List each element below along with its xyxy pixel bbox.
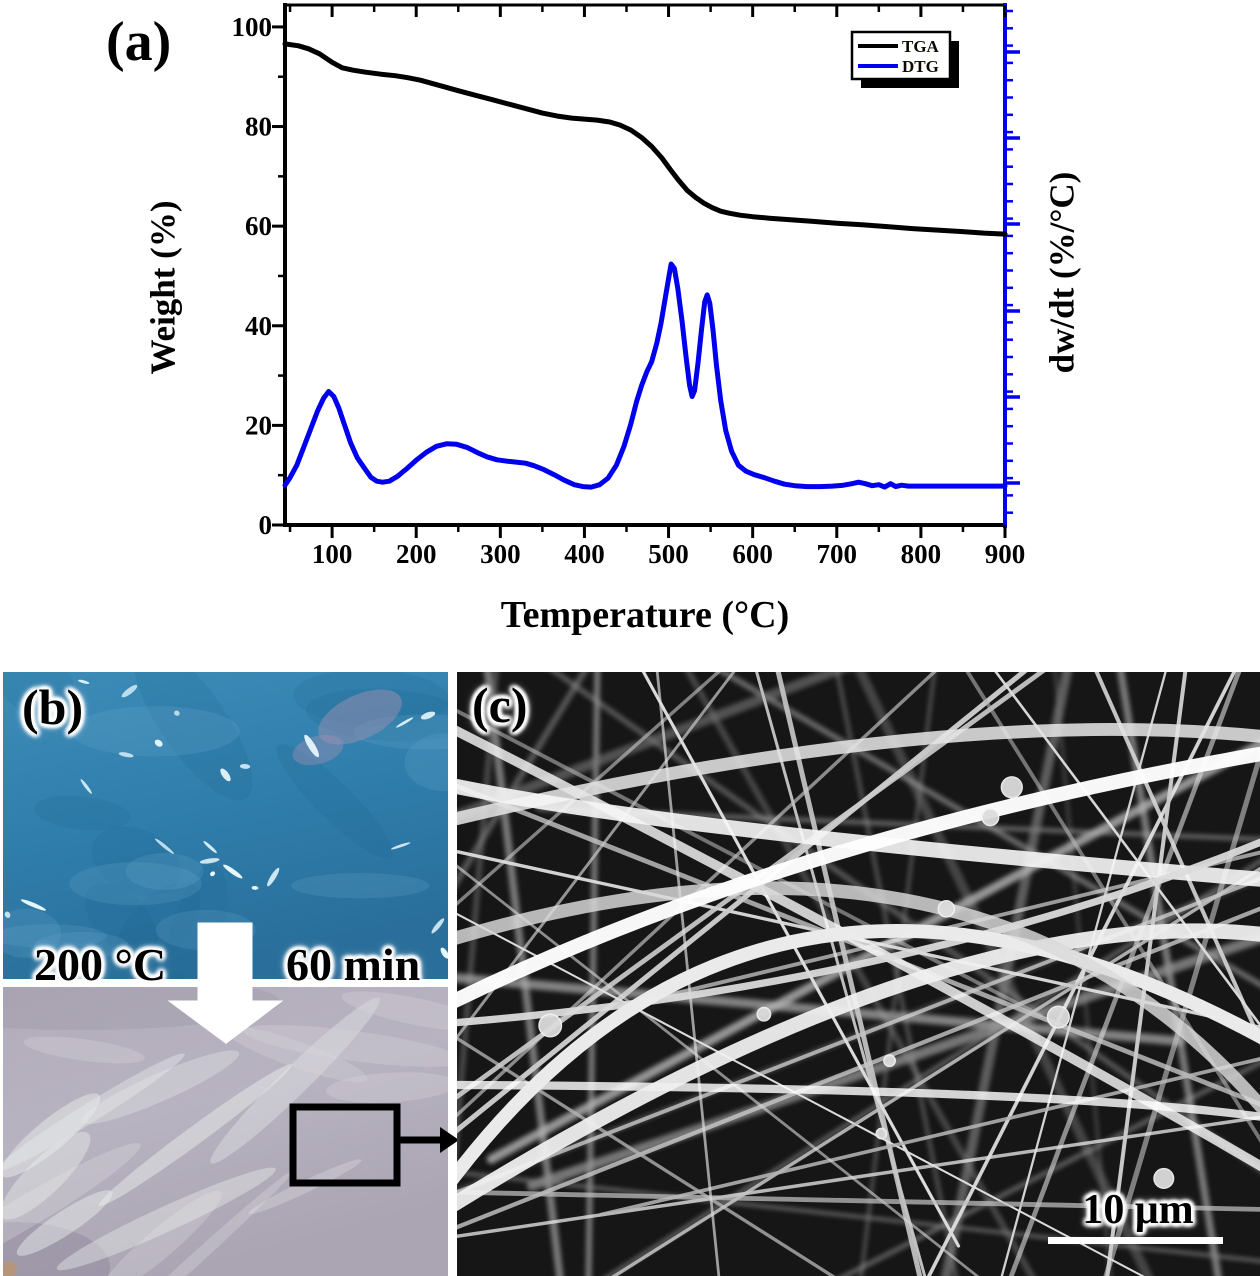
fiber-bead [883,1054,896,1068]
x-axis-ticks: 100 200 300 400 500 600 700 800 900 [288,5,1026,569]
legend-box [850,30,952,81]
x-tick-label: 900 [985,539,1026,569]
fiber-bead [1000,776,1023,799]
photo-after-heating [3,987,448,1276]
y-tick-label: 20 [245,410,272,440]
panel-b-label: (b) [22,679,84,735]
y-tick-label: 60 [245,211,272,241]
down-arrow [167,922,284,1044]
fiber-bead [981,808,1000,827]
y-tick-label: 80 [245,112,272,142]
y-tick-label: 0 [259,510,273,540]
panel-a-label: (a) [106,11,172,73]
panel-c-label: (c) [472,677,528,733]
y-tick-label: 100 [232,12,273,42]
fiber-bead [756,1006,772,1022]
zoom-arrow-head [440,1127,459,1153]
x-tick-label: 600 [732,539,773,569]
left-y-axis-title: Weight (%) [143,200,183,375]
fiber-bead [937,900,956,918]
fiber-bead [1046,1005,1070,1029]
fiber-bead [538,1013,563,1038]
x-tick-label: 100 [312,539,353,569]
x-axis-title: Temperature (°C) [500,594,790,636]
scale-bar [1048,1237,1223,1244]
zoom-region-rectangle [289,1103,401,1187]
panel-b-time-annotation: 60 min [286,939,421,990]
y-tick-label: 40 [245,311,272,341]
x-tick-label: 800 [901,539,942,569]
panel-b-photos [3,672,459,1276]
legend-label-tga: TGA [902,37,940,56]
sem-fibers-foreground [457,722,1260,1212]
tga-dtg-chart: 100 200 300 400 500 600 700 800 900 0 20 40 60 80 100 T… [232,3,1026,569]
tga-curve [282,41,1008,237]
right-axis-ticks [1005,9,1020,514]
dtg-curve [282,261,1008,490]
y-axis-ticks: 0 20 40 60 80 100 [232,12,285,540]
fiber-bead [1153,1167,1175,1189]
panel-c-sem-image [457,672,1260,1276]
x-tick-label: 200 [396,539,437,569]
scale-bar-label: 10 μm [1082,1187,1194,1233]
x-tick-label: 500 [648,539,689,569]
x-tick-label: 700 [817,539,858,569]
right-y-axis-title: dw/dt (%/°C) [1042,171,1082,374]
x-tick-label: 300 [480,539,521,569]
legend-label-dtg: DTG [902,57,939,76]
fiber-bead [875,1127,888,1140]
panel-b-temperature-annotation: 200 °C [34,939,167,990]
x-tick-label: 400 [564,539,605,569]
